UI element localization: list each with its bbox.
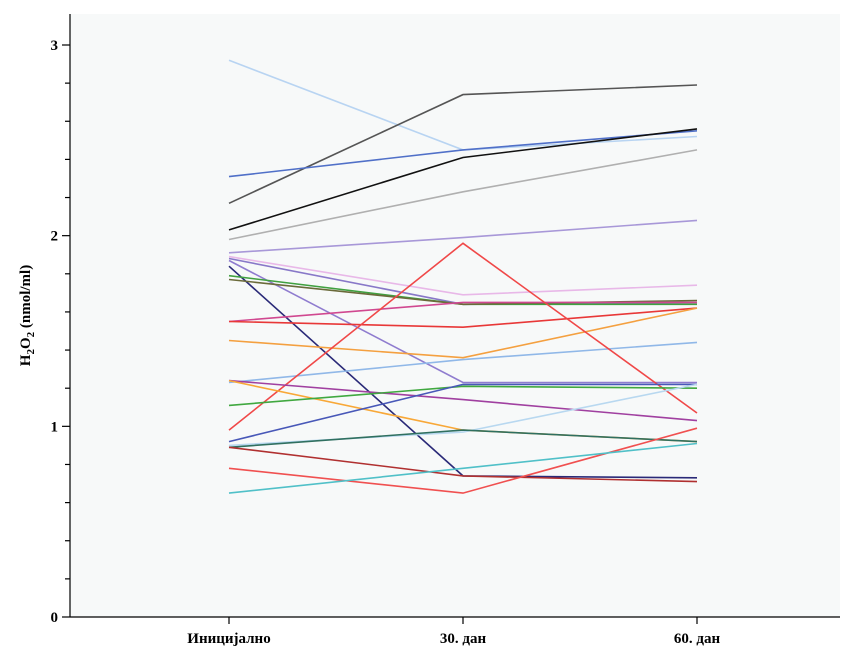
series-line-17 <box>228 242 698 431</box>
x-tick-label: Иницијално <box>187 631 270 647</box>
y-axis-title: H2O2 (nmol/ml) <box>18 265 37 366</box>
series-line-23 <box>228 429 698 449</box>
series-line-5 <box>228 149 698 241</box>
series-group <box>228 59 698 494</box>
y-tick-label: 1 <box>51 419 59 435</box>
series-line-21 <box>228 383 697 443</box>
y-tick-label: 3 <box>51 38 59 54</box>
series-line-15 <box>228 307 698 359</box>
series-line-13 <box>228 301 697 323</box>
y-tick-label: 0 <box>51 610 59 626</box>
series-line-24 <box>228 446 698 483</box>
x-tick-label: 60. дан <box>674 631 721 647</box>
series-line-7 <box>228 255 698 296</box>
plot-area <box>70 14 840 617</box>
series-line-4 <box>228 128 698 231</box>
series-line-9 <box>228 259 697 384</box>
series-line-3 <box>228 130 698 178</box>
x-tick-label: 30. дан <box>440 631 487 647</box>
series-line-20 <box>228 385 698 407</box>
series-line-25 <box>228 427 698 494</box>
y-tick-label: 2 <box>51 229 59 245</box>
series-line-6 <box>228 219 698 254</box>
series-line-16 <box>228 341 698 384</box>
axes: 0 1 2 3 Иницијално 30. дан 60. дан <box>51 14 840 647</box>
series-line-14 <box>228 307 698 329</box>
series-line-18 <box>228 379 698 422</box>
series-line-26 <box>228 442 698 494</box>
